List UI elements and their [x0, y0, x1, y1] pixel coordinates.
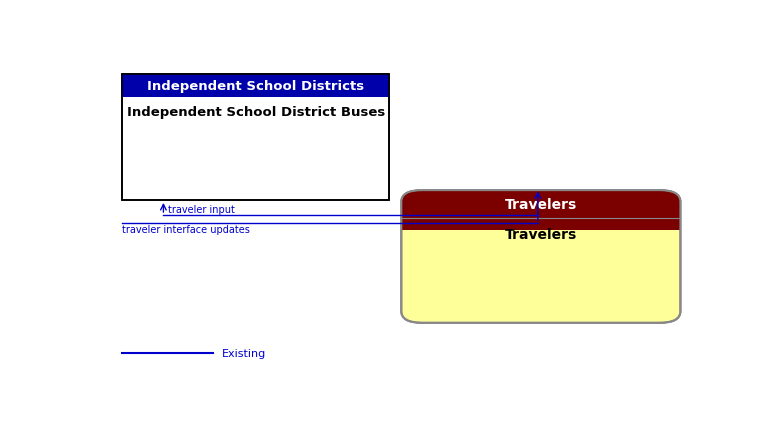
- Text: Existing: Existing: [222, 348, 266, 358]
- Bar: [122, 75, 389, 98]
- Text: traveler input: traveler input: [168, 205, 235, 215]
- Text: Travelers: Travelers: [505, 198, 577, 212]
- Text: Independent School Districts: Independent School Districts: [147, 80, 364, 93]
- Text: Independent School District Buses: Independent School District Buses: [127, 106, 384, 119]
- FancyBboxPatch shape: [402, 190, 680, 230]
- Bar: [122, 75, 389, 200]
- Bar: [122, 75, 389, 200]
- Bar: [402, 219, 680, 230]
- FancyBboxPatch shape: [402, 190, 680, 323]
- Text: Travelers: Travelers: [505, 227, 577, 241]
- Text: traveler interface updates: traveler interface updates: [122, 225, 250, 235]
